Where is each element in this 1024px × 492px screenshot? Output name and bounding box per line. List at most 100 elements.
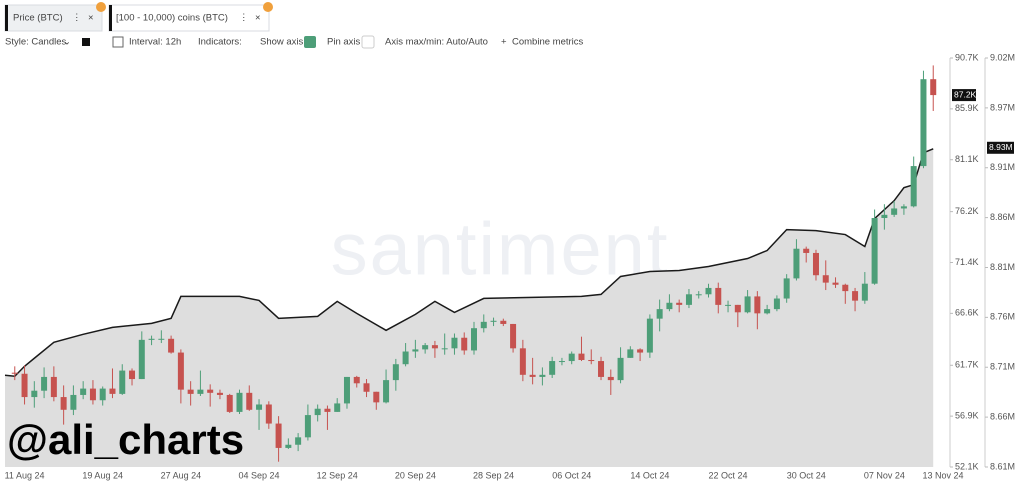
- candle-body: [11, 372, 18, 374]
- last-value-box: [987, 141, 1014, 154]
- badge: [263, 2, 273, 12]
- candle-body: [129, 370, 136, 380]
- candle-body: [343, 376, 350, 404]
- menu-icon[interactable]: ⋮: [72, 13, 82, 24]
- area-line: [4, 148, 934, 378]
- y2-tick-label: 9.02M: [990, 52, 1015, 62]
- candle-body: [910, 166, 917, 207]
- menu-icon[interactable]: ⋮: [239, 13, 249, 24]
- y2-tick-label: 8.61M: [990, 461, 1015, 471]
- y-tick-label: 56.9K: [955, 411, 979, 421]
- candle-body: [852, 291, 859, 301]
- calendar-icon: [112, 36, 124, 48]
- y-tick-label: 85.9K: [955, 103, 979, 113]
- tab[interactable]: Price (BTC) ⋮ ×: [4, 2, 106, 32]
- close-icon[interactable]: ×: [255, 13, 261, 24]
- watermark: santiment: [331, 208, 670, 291]
- candle-body: [500, 320, 507, 324]
- candle-body: [89, 388, 96, 401]
- candle-body: [177, 352, 184, 390]
- candle-body: [861, 283, 868, 301]
- interval-select[interactable]: Interval: 12h: [129, 37, 181, 48]
- candle-body: [598, 361, 605, 377]
- candle-body: [881, 214, 888, 218]
- candle-body: [607, 376, 614, 381]
- x-tick-label: 20 Sep 24: [395, 470, 436, 480]
- y2-tick-label: 8.97M: [990, 102, 1015, 112]
- tab-bg: [108, 4, 270, 32]
- candle-body: [41, 376, 48, 391]
- candle-body: [168, 338, 175, 353]
- y-tick-label: 52.1K: [955, 461, 979, 471]
- candle-body: [236, 392, 243, 412]
- candle-body: [900, 206, 907, 209]
- candle-body: [529, 374, 536, 377]
- candle-body: [70, 394, 77, 410]
- tab-label: [100 - 10,000) coins (BTC): [116, 13, 228, 24]
- candle-body: [99, 388, 106, 401]
- candle-body: [685, 294, 692, 305]
- combine-metrics[interactable]: Combine metrics: [512, 37, 584, 48]
- candle-body: [773, 298, 780, 310]
- candle-body: [295, 437, 302, 445]
- candle-body: [363, 383, 370, 392]
- x-tick-label: 12 Sep 24: [317, 470, 358, 480]
- candle-body: [725, 304, 732, 306]
- candle-body: [158, 338, 165, 340]
- candle-body: [246, 392, 253, 410]
- candle-body: [441, 348, 448, 350]
- y2-tick-label: 8.86M: [990, 212, 1015, 222]
- checkbox[interactable]: [361, 35, 375, 49]
- candle-body: [314, 408, 321, 416]
- candle-body: [920, 79, 927, 167]
- candle-body: [588, 359, 595, 362]
- candle-body: [226, 394, 233, 412]
- axis-minmax[interactable]: Axis max/min: Auto/Auto: [385, 37, 488, 48]
- candle-body: [842, 284, 849, 292]
- indicators-select[interactable]: Indicators:: [198, 37, 242, 48]
- tab-accent: [5, 5, 8, 31]
- candle-body: [510, 323, 517, 349]
- overlay-text: @ali_charts: [7, 416, 244, 463]
- candle-body: [627, 349, 634, 358]
- checkbox-checked[interactable]: [304, 36, 316, 48]
- candle-body: [119, 370, 126, 394]
- x-tick-label: 07 Nov 24: [864, 470, 905, 480]
- candle-body: [549, 361, 556, 375]
- tab-label: Price (BTC): [13, 13, 63, 24]
- x-tick-label: 30 Oct 24: [787, 470, 826, 480]
- x-tick-label: 04 Sep 24: [239, 470, 280, 480]
- candle-body: [812, 252, 819, 276]
- y-tick-label: 71.4K: [955, 257, 979, 267]
- candle-body: [60, 397, 67, 410]
- close-icon[interactable]: ×: [88, 13, 94, 24]
- candle-body: [705, 287, 712, 295]
- pin-axis[interactable]: Pin axis: [327, 37, 361, 48]
- candle-body: [80, 388, 87, 395]
- candle-body: [666, 302, 673, 310]
- candle-body: [832, 282, 839, 285]
- candle-body: [715, 287, 722, 305]
- show-axis[interactable]: Show axis: [260, 37, 304, 48]
- style-select[interactable]: Style: Candles: [5, 37, 67, 48]
- candle-body: [578, 353, 585, 360]
- candle-body: [31, 390, 38, 398]
- candle-body: [568, 353, 575, 362]
- last-value-box: [952, 89, 976, 102]
- y2-tick-label: 8.66M: [990, 411, 1015, 421]
- candle-body: [109, 388, 116, 394]
- candle-body: [617, 357, 624, 381]
- tab[interactable]: [100 - 10,000) coins (BTC) ⋮ ×: [108, 2, 273, 32]
- x-tick-label: 14 Oct 24: [630, 470, 669, 480]
- candle-body: [519, 348, 526, 375]
- y-tick-label: 81.1K: [955, 154, 979, 164]
- y2-tick-label: 8.91M: [990, 162, 1015, 172]
- candle-body: [891, 208, 898, 215]
- x-tick-label: 19 Aug 24: [82, 470, 123, 480]
- candle-body: [744, 296, 751, 313]
- color-swatch[interactable]: [82, 38, 90, 46]
- candle-body: [637, 349, 644, 353]
- last-value-label: 87.2K: [954, 89, 977, 99]
- candle-body: [256, 404, 263, 410]
- candle-body: [422, 345, 429, 350]
